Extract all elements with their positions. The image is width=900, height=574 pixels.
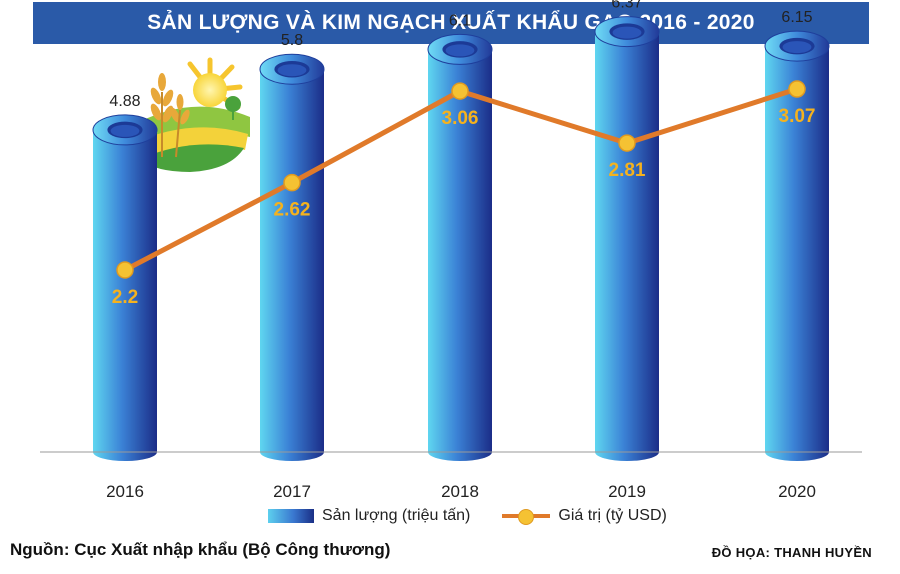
x-tick-label-2018: 2018 bbox=[441, 482, 479, 501]
line-point-2016 bbox=[116, 261, 134, 279]
line-value-label-2018: 3.06 bbox=[442, 108, 479, 129]
chart-legend: Sản lượng (triệu tấn) Giá trị (tỷ USD) bbox=[268, 507, 667, 525]
line-value-label-2019: 2.81 bbox=[609, 160, 646, 181]
line-value-label-2016: 2.2 bbox=[112, 287, 138, 308]
bar-2017 bbox=[259, 53, 325, 461]
x-tick-label-2019: 2019 bbox=[608, 482, 646, 501]
graphic-credit: ĐỒ HỌA: THANH HUYỀN bbox=[711, 545, 872, 560]
bar-value-label-2020: 6.15 bbox=[781, 9, 812, 26]
line-point-2017 bbox=[283, 173, 301, 192]
x-tick-label-2016: 2016 bbox=[106, 482, 144, 501]
x-tick-label-2017: 2017 bbox=[273, 482, 311, 501]
legend-label-line: Giá trị (tỷ USD) bbox=[558, 507, 667, 524]
line-value-label-2017: 2.62 bbox=[274, 200, 311, 221]
bar-2016 bbox=[92, 114, 158, 462]
legend-swatch-bar bbox=[268, 509, 314, 523]
bar-value-label-2018: 6.1 bbox=[449, 12, 471, 29]
bar-2019 bbox=[594, 16, 660, 462]
line-point-2018 bbox=[451, 82, 469, 100]
bar-value-label-2017: 5.8 bbox=[281, 32, 303, 49]
legend-label-bar: Sản lượng (triệu tấn) bbox=[322, 507, 471, 524]
bar-2020 bbox=[764, 30, 830, 461]
rice-field-logo-icon bbox=[128, 50, 252, 174]
x-tick-label-2020: 2020 bbox=[778, 482, 816, 501]
legend-swatch-line bbox=[502, 509, 551, 525]
bar-value-label-2019: 6.37 bbox=[611, 0, 642, 12]
line-value-label-2020: 3.07 bbox=[779, 106, 816, 127]
source-note: Nguồn: Cục Xuất nhập khẩu (Bộ Công thươn… bbox=[10, 540, 391, 559]
line-point-2019 bbox=[618, 134, 636, 152]
bar-value-label-2016: 4.88 bbox=[109, 93, 140, 110]
line-point-2020 bbox=[788, 80, 806, 98]
bar-2018 bbox=[427, 33, 493, 462]
